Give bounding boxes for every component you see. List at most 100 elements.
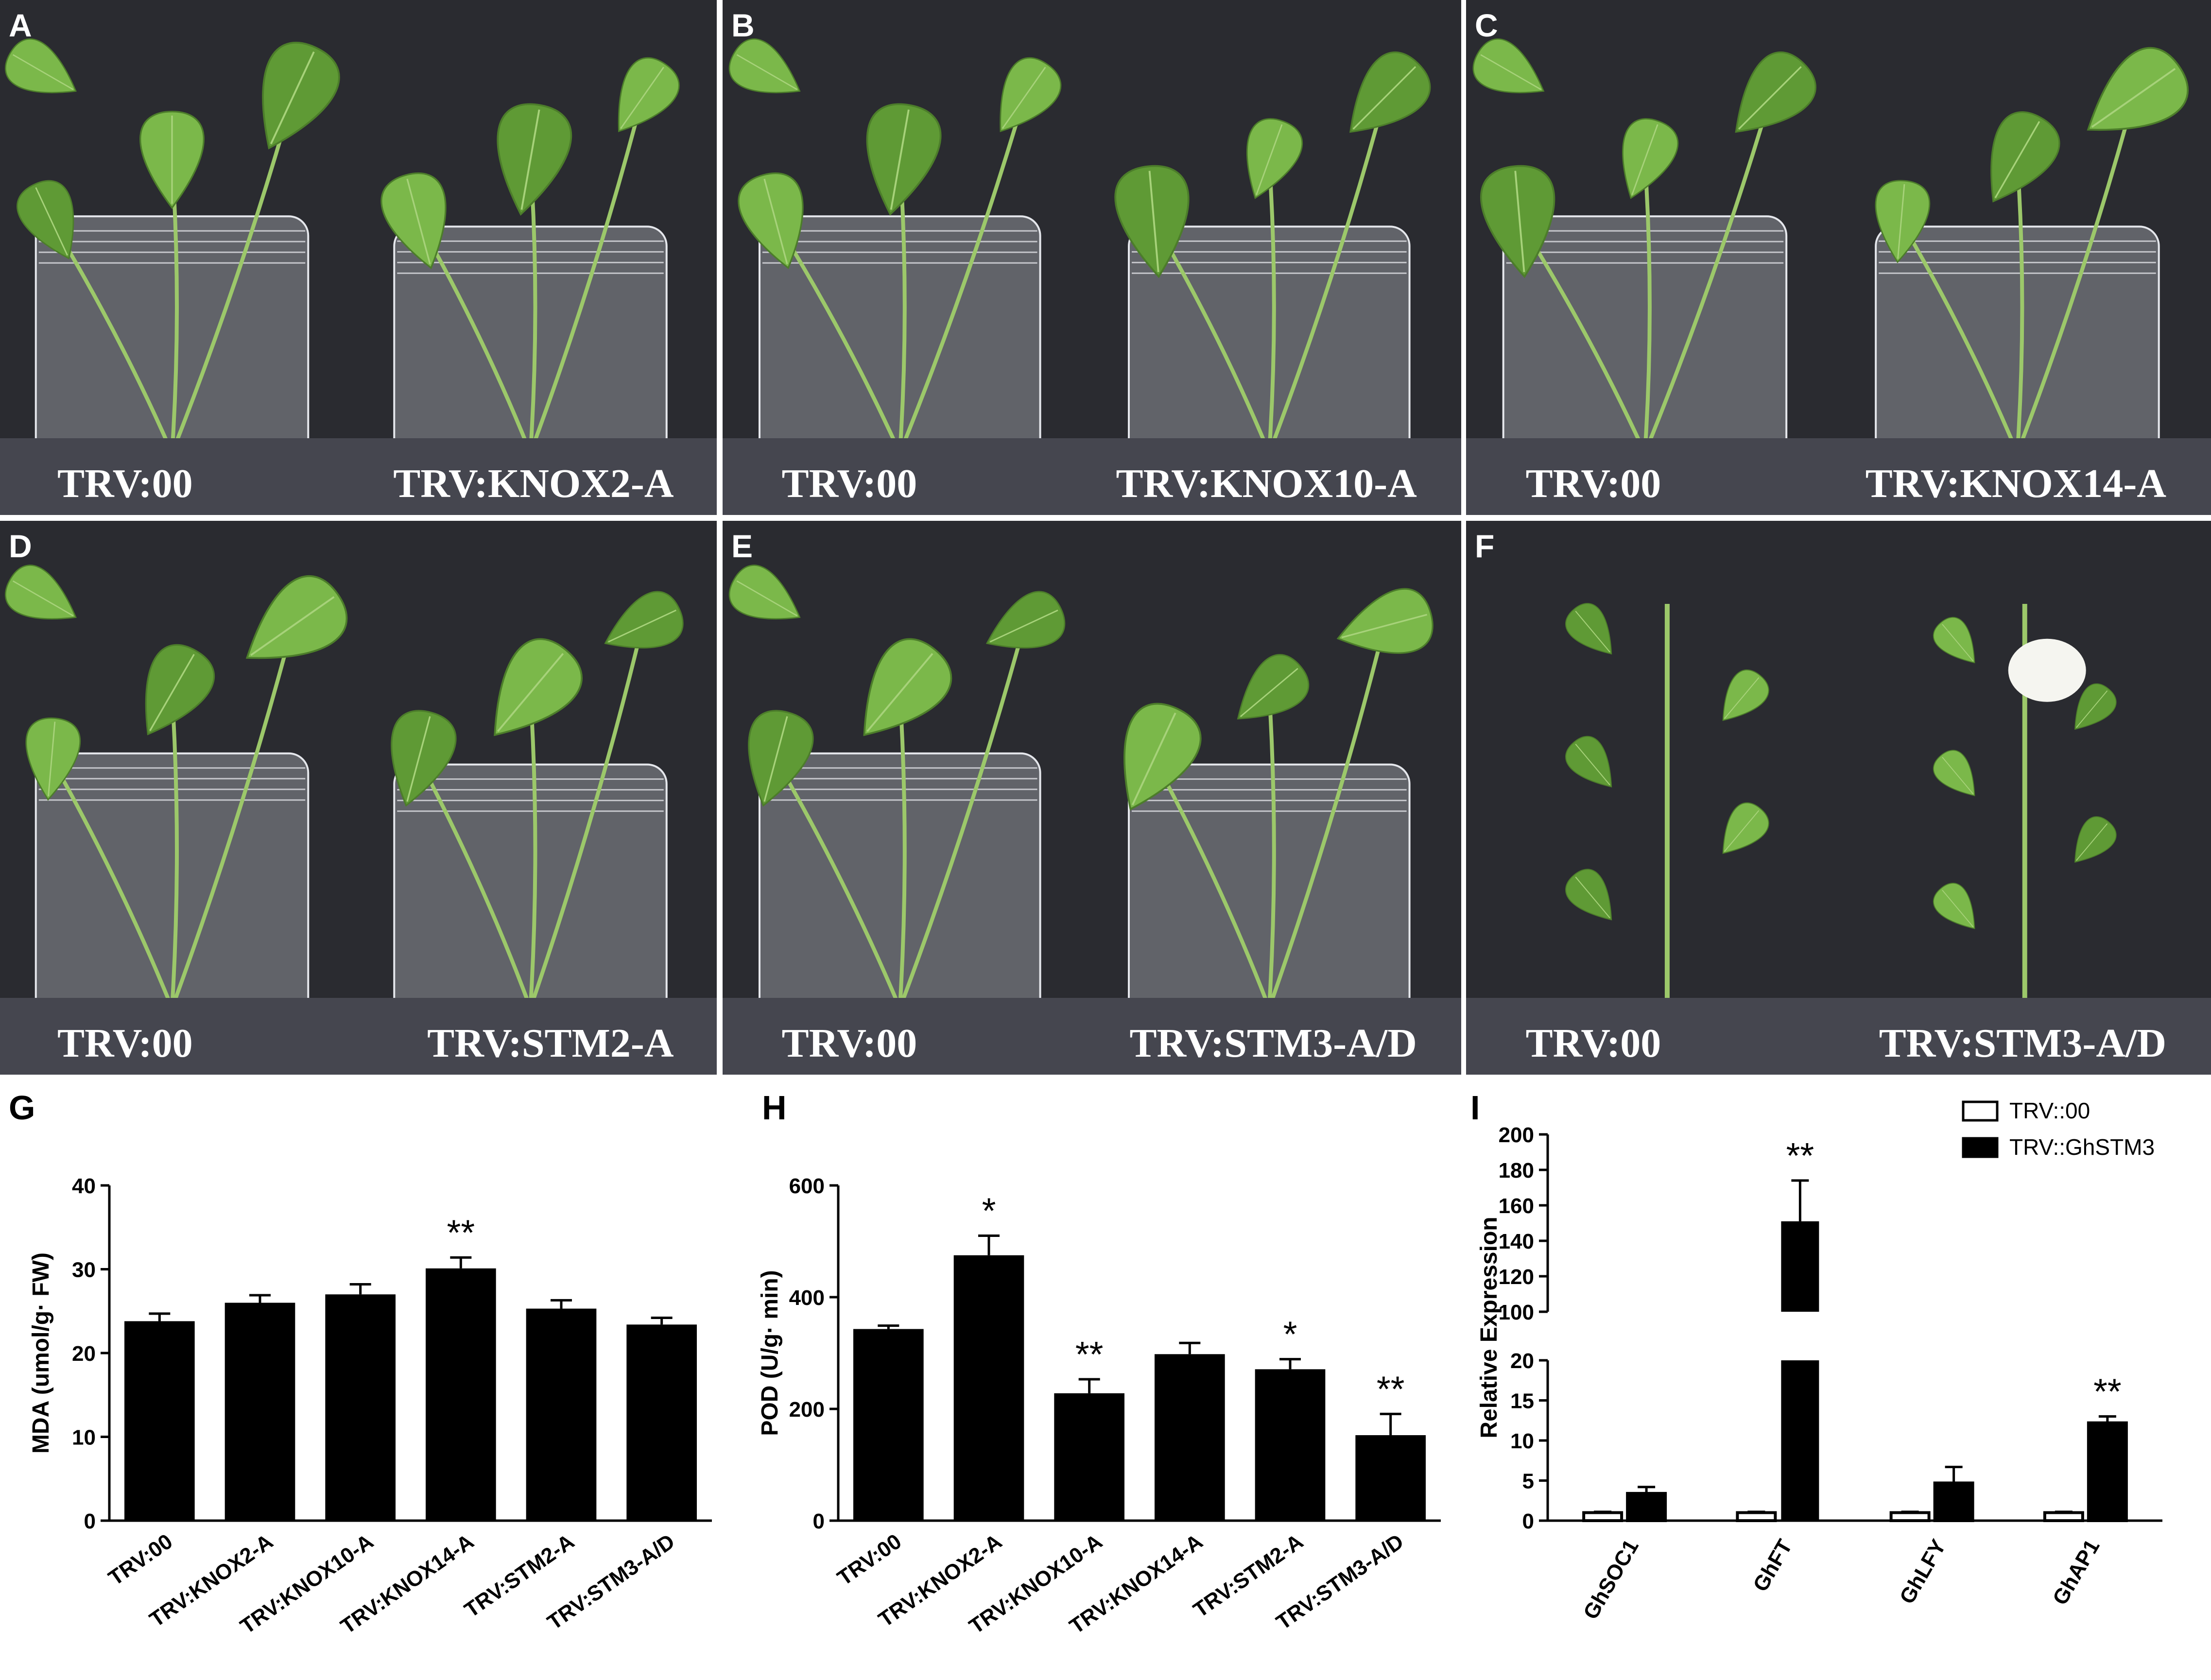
leaf-blade [1990, 111, 2060, 203]
caption-band: TRV:00 TRV:STM3-A/D [723, 998, 1461, 1075]
photo-panel-e: E TRV:00 TRV:STM3-A/D [723, 521, 1461, 1075]
leaf [262, 42, 340, 150]
y-tick-label: 200 [1499, 1123, 1534, 1147]
caption-right: TRV:STM3-A/D [1129, 1021, 1417, 1066]
leaf-blade [380, 172, 447, 270]
leaf-blade [1000, 57, 1062, 133]
leaf [985, 591, 1066, 649]
stem [774, 758, 902, 1009]
leaf-blade [1565, 603, 1612, 655]
y-tick-label: 0 [1522, 1509, 1534, 1533]
y-tick-label: 30 [72, 1258, 96, 1282]
leaf-vein [1575, 743, 1610, 786]
leaf-vein [763, 716, 788, 802]
leaf-blade [145, 644, 215, 736]
caption-band: TRV:00 TRV:KNOX14-A [1466, 438, 2211, 515]
leaf [1565, 736, 1612, 788]
y-tick-label: 10 [72, 1426, 96, 1450]
leaf-vein [1897, 184, 1905, 259]
leaf-blade [497, 103, 572, 216]
leaf [391, 710, 457, 807]
stem [1152, 758, 1271, 1009]
plant-scene [723, 0, 1461, 515]
y-tick-label: 20 [72, 1342, 96, 1366]
bar [1889, 1511, 1931, 1522]
leaf [1349, 51, 1431, 133]
leaf-vein [406, 178, 431, 264]
leaf-blade [1565, 869, 1612, 921]
leaf-vein [1131, 712, 1176, 806]
leaf-blade [1565, 736, 1612, 788]
leaf-vein [1352, 66, 1416, 130]
leaf-blade [1237, 654, 1310, 720]
leaf-vein [48, 721, 56, 797]
leaf-vein [2076, 690, 2108, 728]
leaf [863, 638, 952, 737]
plant-scene [0, 0, 717, 515]
photo-background [1466, 521, 2211, 1075]
leaf-blade [1933, 617, 1975, 664]
leaf-vein [736, 580, 797, 617]
caption-left: TRV:00 [57, 461, 193, 506]
leaf-blade [1114, 165, 1190, 278]
leaf [139, 110, 205, 209]
stem [50, 758, 174, 1009]
y-tick-label: 0 [813, 1509, 825, 1533]
stem [50, 220, 174, 454]
significance-mark: ** [1377, 1369, 1405, 1409]
leaf [5, 38, 77, 93]
stem [170, 625, 294, 1009]
stem [528, 692, 537, 1009]
stem [774, 220, 902, 454]
significance-mark: ** [1786, 1135, 1814, 1176]
leaf-vein [1942, 756, 1974, 794]
leaf-vein [620, 67, 664, 129]
panel-letter: H [762, 1089, 787, 1127]
leaf-vein [890, 109, 910, 210]
panel-letter: I [1470, 1089, 1480, 1127]
caption-band: TRV:00 TRV:STM2-A [0, 998, 717, 1075]
panel-letter: G [9, 1089, 35, 1127]
chart-i: I 0 5 10 15 20 100 120 140 160 180 200 GhSOC1 ** GhFT… [1468, 1083, 2211, 1680]
leaf-blade [728, 38, 801, 93]
legend-swatch [1962, 1137, 1999, 1158]
caption-right: TRV:KNOX10-A [1116, 461, 1417, 506]
leaf-blade [245, 575, 348, 659]
y-tick-label: 20 [1510, 1349, 1534, 1373]
photo-panel-b: B TRV:00 TRV:KNOX10-A [723, 0, 1461, 515]
caption-band: TRV:00 TRV:KNOX10-A [723, 438, 1461, 515]
leaf-vein [1942, 624, 1974, 662]
leaf [1246, 118, 1303, 199]
leaf [1123, 703, 1202, 811]
bar [1736, 1511, 1777, 1522]
bar [2087, 1421, 2128, 1523]
y-tick-label: 40 [72, 1174, 96, 1198]
leaf-vein [989, 609, 1058, 643]
leaf [738, 172, 804, 270]
leaf-vein [1724, 810, 1760, 852]
panel-letter: E [731, 528, 753, 564]
legend-swatch [1962, 1100, 1999, 1122]
leaf-vein [608, 609, 676, 643]
leaf-blade [494, 638, 583, 737]
leaf-vein [866, 653, 933, 732]
leaf-vein [1002, 67, 1046, 129]
photo-panel-c: C TRV:00 TRV:KNOX14-A [1466, 0, 2211, 515]
bar-lower-segment [1781, 1360, 1819, 1521]
y-axis-label: Relative Expression [1476, 1217, 1502, 1438]
leaf [1237, 654, 1310, 720]
plant-scene [1466, 0, 2211, 515]
y-tick-label: 180 [1499, 1159, 1534, 1183]
leaf [1933, 750, 1975, 796]
leaf-blade [1472, 38, 1545, 93]
leaf-blade [866, 103, 942, 216]
stem [1267, 159, 1276, 454]
leaf-vein [12, 580, 74, 617]
leaf [1622, 118, 1679, 199]
leaf [618, 57, 680, 133]
stem [1899, 220, 2020, 454]
leaf-vein [736, 54, 797, 90]
chart-h: H 0 200 400 600 TRV:00 * TRV:KNOX2-A ** TRV:KNOX… [729, 1083, 1468, 1680]
panel-letter: C [1475, 7, 1498, 43]
leaf [380, 172, 447, 270]
